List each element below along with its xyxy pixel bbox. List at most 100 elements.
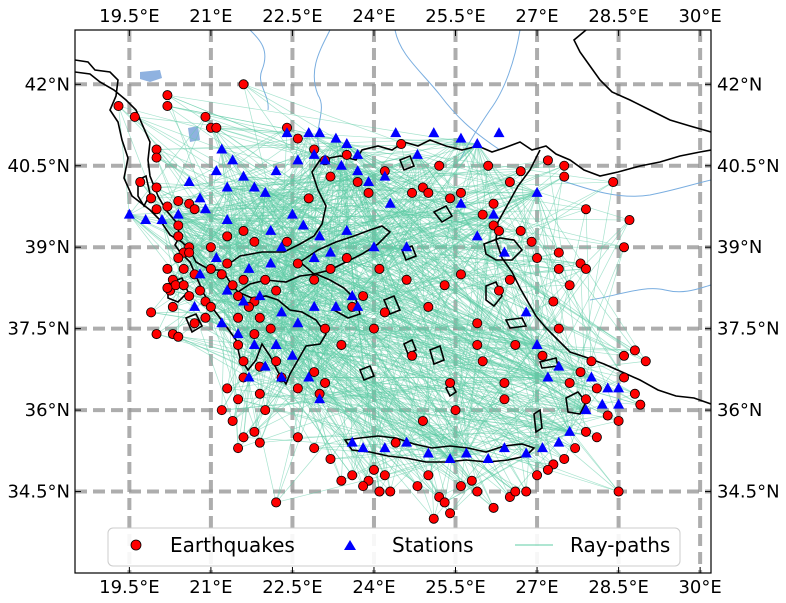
ray-path: [536, 176, 565, 194]
earthquake-marker: [532, 470, 543, 481]
ray-path: [237, 333, 451, 384]
station-marker: [286, 349, 298, 360]
earthquake-marker: [167, 301, 178, 312]
station-marker: [270, 165, 282, 176]
ray-path: [188, 187, 228, 248]
earthquake-marker: [379, 307, 390, 318]
earthquake-marker: [515, 166, 526, 177]
earthquake-marker: [472, 318, 483, 329]
ray-path: [281, 246, 559, 270]
earthquake-marker: [559, 171, 570, 182]
coastline-limnos: [432, 204, 454, 224]
ray-path: [547, 209, 587, 378]
earthquake-marker: [151, 182, 162, 193]
ray-path: [156, 333, 570, 433]
coastline-rhodes: [565, 390, 587, 415]
ray-path: [243, 149, 315, 177]
ray-path: [248, 214, 494, 308]
earthquake-marker: [580, 394, 591, 405]
earthquake-marker: [532, 253, 543, 264]
ray-path: [226, 187, 239, 449]
ray-path: [281, 312, 413, 357]
station-marker: [172, 208, 184, 219]
coastline-north: [225, 139, 711, 267]
lat-tick-label-left: 36°N: [25, 400, 70, 421]
earthquake-marker: [260, 274, 271, 285]
ray-path: [569, 181, 614, 432]
station-marker: [531, 338, 543, 349]
ray-path: [248, 344, 342, 378]
ray-path: [178, 214, 255, 243]
station-marker: [455, 132, 467, 143]
station-marker: [428, 127, 440, 138]
ray-path: [156, 187, 228, 335]
lat-tick-label-left: 37.5°N: [7, 319, 70, 340]
earthquake-marker: [385, 486, 396, 497]
ray-path: [227, 187, 625, 248]
station-marker: [498, 246, 510, 257]
earthquake-marker: [162, 201, 173, 212]
earthquake-marker: [162, 90, 173, 101]
earthquake-marker: [619, 350, 630, 361]
station-marker: [341, 138, 353, 149]
station-marker: [276, 241, 288, 252]
station-marker: [596, 398, 608, 409]
earthquake-marker: [113, 101, 124, 112]
ray-path: [265, 181, 614, 194]
lat-tick-label-left: 40.5°N: [7, 156, 70, 177]
ray-path: [178, 214, 212, 248]
earthquake-marker: [173, 231, 184, 242]
earthquake-marker: [309, 274, 320, 285]
coastline-thasos: [398, 154, 416, 172]
station-marker: [276, 306, 288, 317]
earthquake-marker: [488, 502, 499, 513]
ray-path: [221, 149, 413, 194]
ray-path: [411, 355, 592, 378]
earthquake-marker: [580, 426, 591, 437]
ray-path: [466, 268, 560, 454]
coastline-samos: [504, 317, 528, 329]
ray-path: [335, 138, 429, 308]
earthquake-marker: [423, 301, 434, 312]
earthquake-marker: [401, 274, 412, 285]
ray-path: [455, 409, 543, 449]
ray-path: [178, 336, 407, 443]
ray-path: [536, 344, 641, 405]
ray-path: [466, 360, 592, 454]
earthquake-marker: [173, 196, 184, 207]
station-marker: [346, 290, 358, 301]
earthquake-marker: [238, 432, 249, 443]
ray-path: [254, 328, 559, 346]
ray-path: [227, 165, 565, 188]
legend-earthquakes-label: Earthquakes: [170, 533, 295, 557]
earthquake-marker: [417, 415, 428, 426]
station-marker: [422, 447, 434, 458]
ray-path: [319, 230, 500, 400]
ray-path: [238, 312, 385, 335]
earthquake-marker: [477, 356, 488, 367]
earthquake-marker: [358, 291, 369, 302]
station-marker: [357, 442, 369, 453]
earthquake-marker: [162, 263, 173, 274]
earthquake-marker: [222, 258, 233, 269]
ray-path: [178, 214, 630, 221]
ray-path: [259, 393, 570, 433]
station-marker: [520, 447, 532, 458]
earthquake-marker: [455, 269, 466, 280]
ray-path: [308, 132, 429, 194]
station-marker: [384, 197, 396, 208]
lat-tick-label-left: 39°N: [25, 237, 70, 258]
coastline-lesvos: [483, 237, 524, 261]
station-marker: [238, 170, 250, 181]
earthquake-marker: [423, 187, 434, 198]
ray-path: [227, 219, 500, 232]
river: [394, 30, 501, 151]
earthquake-marker: [352, 177, 363, 188]
ray-path: [237, 333, 396, 443]
station-marker: [580, 404, 592, 415]
ray-path: [232, 344, 255, 422]
earthquake-marker: [189, 204, 200, 215]
ray-path: [221, 171, 358, 411]
station-marker: [379, 170, 391, 181]
ray-path: [401, 138, 461, 145]
